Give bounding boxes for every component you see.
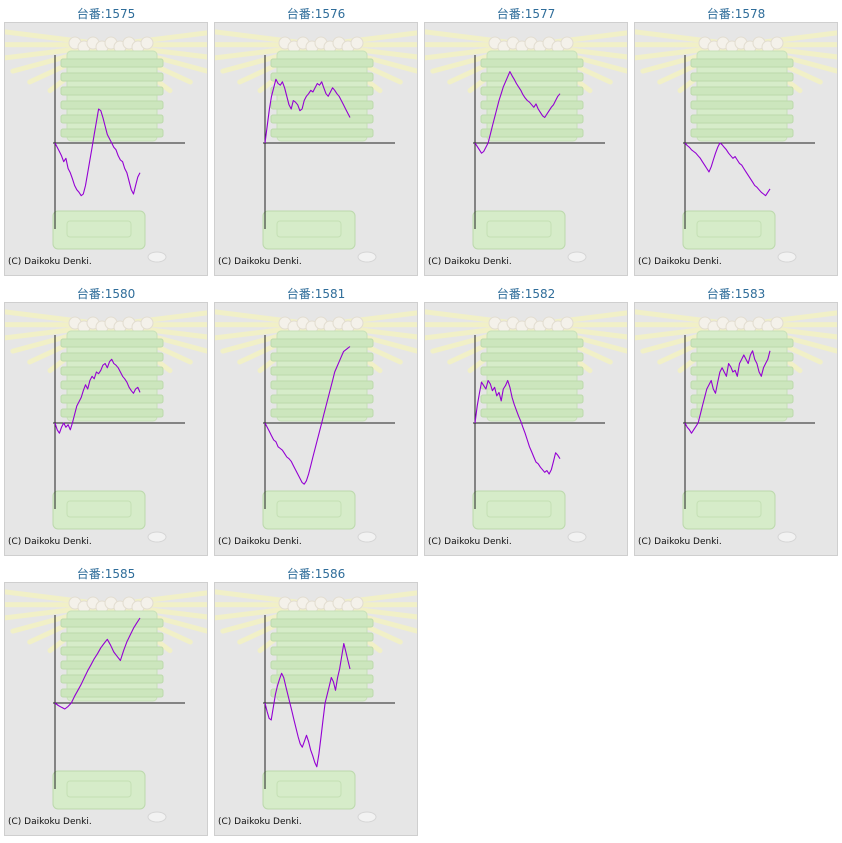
machine-illustration xyxy=(635,309,837,543)
chart-panel: (C) Daikoku Denki. xyxy=(634,22,838,276)
machine-illustration xyxy=(5,589,207,823)
chart-cell: 台番:1583 (C) Daikoku Denki. xyxy=(634,280,838,556)
series-line xyxy=(264,642,351,768)
chart-svg xyxy=(425,309,627,543)
chart-cell: 台番:1578 (C) Daikoku Denki. xyxy=(634,0,838,276)
chart-svg xyxy=(635,29,837,263)
machine-illustration xyxy=(425,309,627,543)
series-line xyxy=(54,358,141,434)
copyright-text: (C) Daikoku Denki. xyxy=(638,537,722,547)
chart-cell: 台番:1575 (C) Daikoku Denki. xyxy=(4,0,208,276)
copyright-text: (C) Daikoku Denki. xyxy=(218,537,302,547)
copyright-text: (C) Daikoku Denki. xyxy=(638,257,722,267)
copyright-text: (C) Daikoku Denki. xyxy=(8,537,92,547)
chart-cell: 台番:1582 (C) Daikoku Denki. xyxy=(424,280,628,556)
chart-panel: (C) Daikoku Denki. xyxy=(634,302,838,556)
series-line xyxy=(264,78,351,144)
chart-cell: 台番:1577 (C) Daikoku Denki. xyxy=(424,0,628,276)
chart-svg xyxy=(215,589,417,823)
series-line xyxy=(54,617,141,710)
chart-svg xyxy=(215,309,417,543)
chart-svg xyxy=(5,589,207,823)
series-line xyxy=(264,346,351,485)
chart-cell: 台番:1585 (C) Daikoku Denki. xyxy=(4,560,208,836)
chart-cell: 台番:1580 (C) Daikoku Denki. xyxy=(4,280,208,556)
copyright-text: (C) Daikoku Denki. xyxy=(428,257,512,267)
copyright-text: (C) Daikoku Denki. xyxy=(218,817,302,827)
chart-cell: 台番:1576 (C) Daikoku Denki. xyxy=(214,0,418,276)
chart-cell: 台番:1581 (C) Daikoku Denki. xyxy=(214,280,418,556)
chart-panel: (C) Daikoku Denki. xyxy=(424,302,628,556)
chart-title[interactable]: 台番:1576 xyxy=(286,7,346,21)
chart-svg xyxy=(635,309,837,543)
series-line xyxy=(474,71,561,154)
chart-title[interactable]: 台番:1582 xyxy=(496,287,556,301)
machine-illustration xyxy=(425,29,627,263)
copyright-text: (C) Daikoku Denki. xyxy=(8,817,92,827)
machine-illustration xyxy=(215,309,417,543)
machine-illustration xyxy=(215,29,417,263)
machine-illustration xyxy=(215,589,417,823)
chart-panel: (C) Daikoku Denki. xyxy=(214,302,418,556)
chart-title[interactable]: 台番:1575 xyxy=(76,7,136,21)
chart-title[interactable]: 台番:1580 xyxy=(76,287,136,301)
machine-illustration xyxy=(5,29,207,263)
chart-title[interactable]: 台番:1586 xyxy=(286,567,346,581)
series-line xyxy=(54,108,141,197)
machine-illustration xyxy=(635,29,837,263)
chart-panel: (C) Daikoku Denki. xyxy=(214,582,418,836)
copyright-text: (C) Daikoku Denki. xyxy=(428,537,512,547)
chart-svg xyxy=(215,29,417,263)
series-line xyxy=(684,350,771,434)
chart-title[interactable]: 台番:1577 xyxy=(496,7,556,21)
chart-panel: (C) Daikoku Denki. xyxy=(214,22,418,276)
chart-panel: (C) Daikoku Denki. xyxy=(424,22,628,276)
chart-svg xyxy=(5,29,207,263)
chart-title[interactable]: 台番:1578 xyxy=(706,7,766,21)
machine-illustration xyxy=(5,309,207,543)
chart-panel: (C) Daikoku Denki. xyxy=(4,582,208,836)
chart-svg xyxy=(425,29,627,263)
chart-title[interactable]: 台番:1581 xyxy=(286,287,346,301)
copyright-text: (C) Daikoku Denki. xyxy=(218,257,302,267)
chart-panel: (C) Daikoku Denki. xyxy=(4,22,208,276)
chart-title[interactable]: 台番:1583 xyxy=(706,287,766,301)
chart-cell: 台番:1586 (C) Daikoku Denki. xyxy=(214,560,418,836)
copyright-text: (C) Daikoku Denki. xyxy=(8,257,92,267)
series-line xyxy=(474,379,561,475)
chart-svg xyxy=(5,309,207,543)
series-line xyxy=(684,142,771,197)
chart-title[interactable]: 台番:1585 xyxy=(76,567,136,581)
chart-panel: (C) Daikoku Denki. xyxy=(4,302,208,556)
